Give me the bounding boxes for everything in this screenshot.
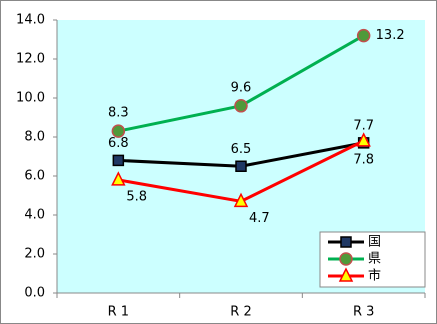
marker	[235, 160, 247, 172]
marker	[339, 252, 353, 266]
data-label: 7.8	[353, 152, 374, 167]
marker	[111, 124, 126, 138]
series: 8.3 9.6 13.2	[108, 28, 405, 138]
data-label: 9.6	[231, 80, 252, 95]
data-label: 5.8	[126, 189, 147, 204]
y-tick-label: 14.0	[16, 13, 45, 28]
legend-label: 市	[368, 268, 381, 284]
marker	[233, 192, 249, 208]
legend-item: 国	[328, 235, 381, 250]
marker	[356, 28, 371, 43]
data-label: 4.7	[249, 211, 270, 226]
y-tick-label: 4.0	[24, 208, 45, 223]
y-tick-label: 8.0	[24, 130, 45, 145]
legend-label: 国	[368, 235, 381, 250]
data-label: 6.8	[108, 136, 129, 151]
legend-item: 県	[328, 252, 381, 267]
y-tick-label: 2.0	[24, 247, 45, 262]
y-tick-label: 0.0	[24, 286, 45, 301]
marker	[234, 99, 248, 113]
data-label: 6.5	[231, 142, 252, 157]
marker	[340, 236, 352, 248]
series: 6.8 6.5 7.7	[108, 118, 374, 172]
data-label: 7.7	[353, 118, 374, 133]
data-label: 13.2	[376, 28, 405, 43]
y-tick-label: 6.0	[24, 169, 45, 184]
marker	[111, 171, 126, 186]
x-tick-label: R 3	[353, 305, 374, 320]
y-tick-label: 12.0	[16, 52, 45, 67]
data-label: 8.3	[108, 106, 129, 121]
x-tick-label: R 1	[108, 305, 129, 320]
marker	[338, 267, 354, 282]
series: 5.8 4.7 7.8	[111, 132, 374, 226]
legend-item: 市	[328, 267, 381, 284]
marker	[356, 132, 371, 147]
legend-label: 県	[368, 252, 381, 267]
marker	[112, 154, 125, 167]
y-tick-label: 10.0	[16, 91, 45, 106]
x-tick-label: R 2	[230, 305, 251, 320]
